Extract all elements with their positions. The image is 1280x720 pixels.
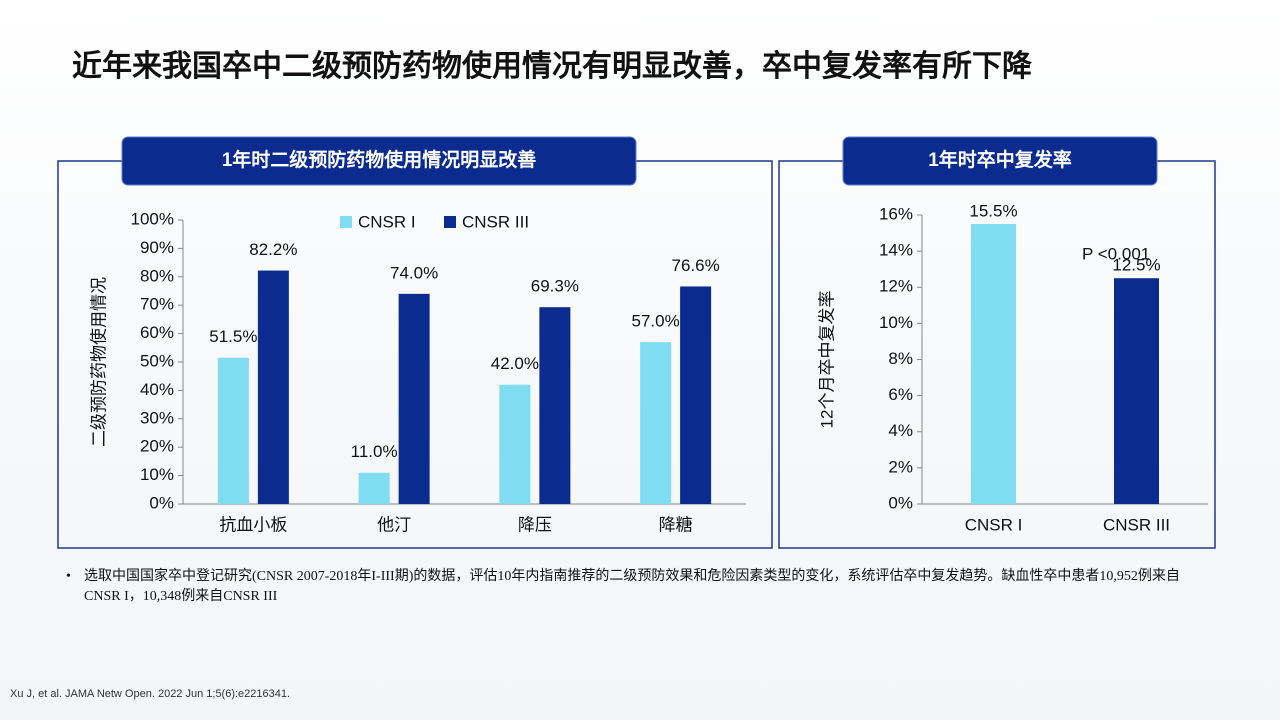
data-label: 69.3% (531, 277, 579, 296)
bar (217, 357, 249, 504)
legend-label: CNSR III (462, 212, 529, 231)
y-tick-label: 2% (888, 457, 913, 476)
chart-title: 1年时卒中复发率 (928, 148, 1072, 171)
data-label: 42.0% (491, 354, 539, 373)
chart-title: 1年时二级预防药物使用情况明显改善 (222, 148, 537, 171)
y-axis-title: 二级预防药物使用情况 (88, 277, 108, 447)
y-tick-label: 50% (140, 351, 174, 370)
chart-header (842, 136, 1158, 186)
y-tick-label: 30% (140, 408, 174, 427)
annotation: P <0.001 (1082, 244, 1150, 263)
x-tick-label: 抗血小板 (219, 515, 287, 534)
note: 选取中国国家卒中登记研究(CNSR 2007-2018年I-III期)的数据，评… (66, 567, 1208, 607)
bar (539, 307, 571, 504)
legend-swatch (444, 216, 456, 228)
y-tick-label: 10% (140, 465, 174, 484)
bar (398, 293, 430, 504)
y-tick-label: 100% (131, 209, 174, 228)
data-label: 15.5% (969, 202, 1017, 221)
data-label: 12.5% (1112, 256, 1160, 275)
y-tick-label: 8% (888, 349, 913, 368)
y-axis-title: 12个月卒中复发率 (817, 291, 836, 429)
bar (358, 472, 390, 504)
bar (1114, 278, 1159, 504)
y-tick-label: 20% (140, 437, 174, 456)
bar (640, 342, 672, 504)
note-text: 选取中国国家卒中登记研究(CNSR 2007-2018年I-III期)的数据，评… (84, 569, 1180, 604)
data-label: 82.2% (249, 240, 297, 259)
y-tick-label: 16% (879, 204, 913, 223)
legend-swatch (340, 216, 352, 228)
y-tick-label: 4% (888, 421, 913, 440)
data-label: 57.0% (632, 312, 680, 331)
bar (257, 270, 289, 504)
slide-title: 近年来我国卒中二级预防药物使用情况有明显改善，卒中复发率有所下降 (72, 50, 1033, 83)
y-tick-label: 6% (888, 385, 913, 404)
x-tick-label: CNSR I (965, 515, 1023, 534)
x-tick-label: 降糖 (659, 515, 693, 534)
legend-label: CNSR I (358, 212, 416, 231)
bar (971, 224, 1016, 504)
data-label: 76.6% (672, 256, 720, 275)
bar (499, 384, 531, 504)
y-tick-label: 0% (888, 493, 913, 512)
reference: Xu J, et al. JAMA Netw Open. 2022 Jun 1;… (10, 688, 291, 700)
y-tick-label: 12% (879, 277, 913, 296)
chart-header (121, 136, 637, 186)
y-tick-label: 80% (140, 266, 174, 285)
y-tick-label: 40% (140, 380, 174, 399)
y-tick-label: 70% (140, 295, 174, 314)
y-tick-label: 14% (879, 241, 913, 260)
y-tick-label: 10% (879, 313, 913, 332)
x-tick-label: 他汀 (377, 515, 411, 534)
y-tick-label: 60% (140, 323, 174, 342)
data-label: 11.0% (351, 442, 398, 461)
y-tick-label: 90% (140, 238, 174, 257)
y-tick-label: 0% (149, 493, 174, 512)
data-label: 74.0% (390, 263, 438, 282)
x-tick-label: CNSR III (1103, 515, 1170, 534)
bar (680, 286, 712, 504)
data-label: 51.5% (209, 327, 257, 346)
x-tick-label: 降压 (518, 515, 552, 534)
